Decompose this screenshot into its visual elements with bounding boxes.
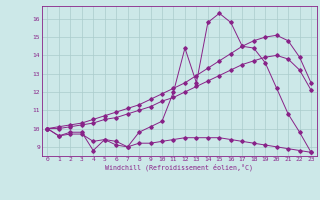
X-axis label: Windchill (Refroidissement éolien,°C): Windchill (Refroidissement éolien,°C) bbox=[105, 164, 253, 171]
